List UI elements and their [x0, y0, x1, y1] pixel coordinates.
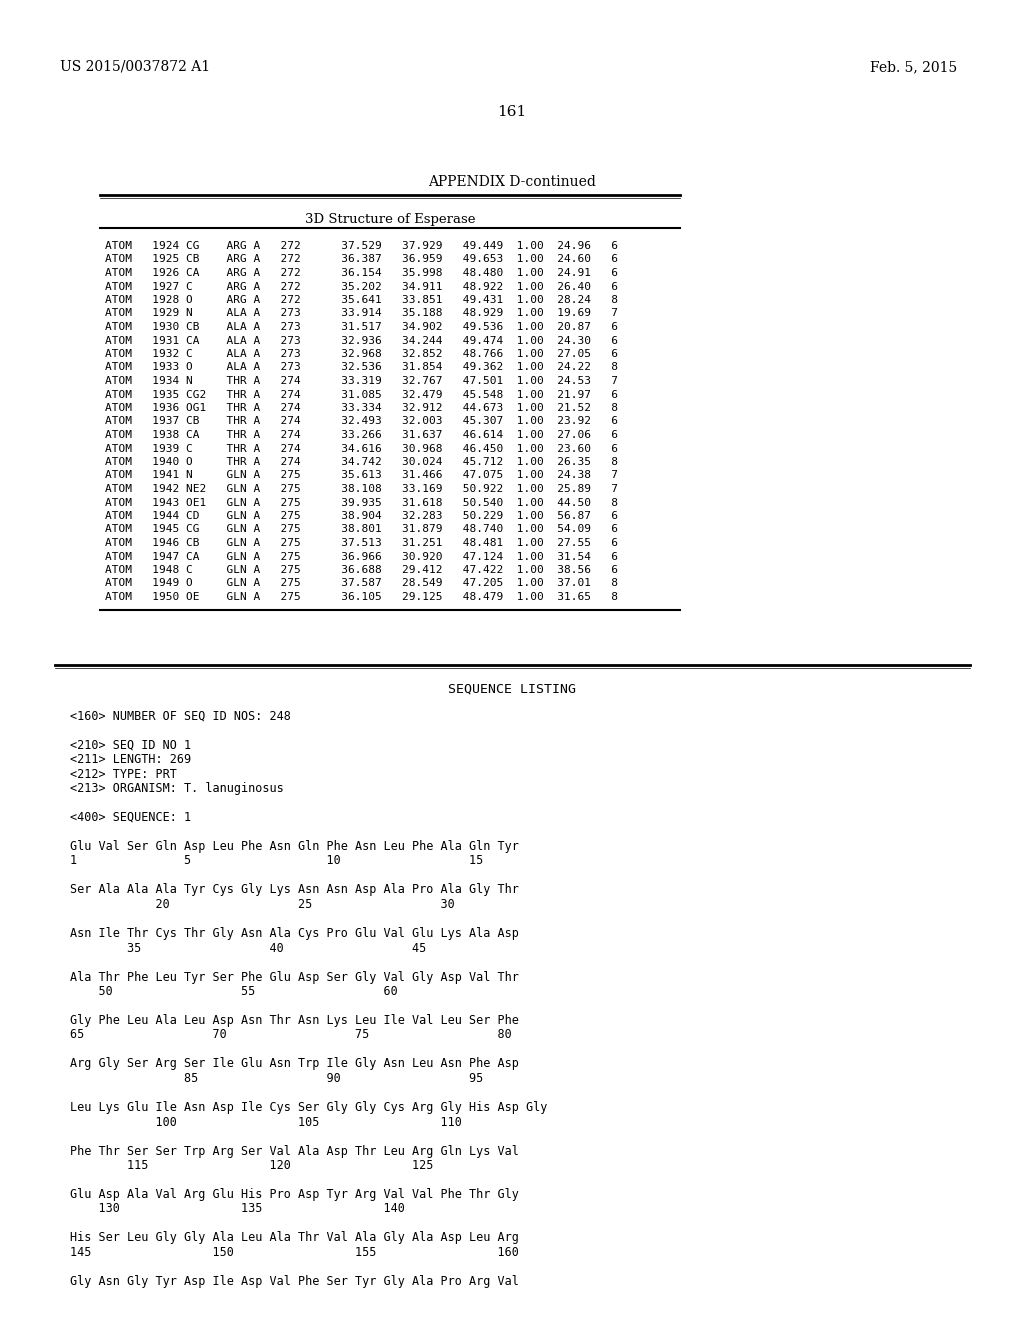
Text: ATOM   1943 OE1   GLN A   275      39.935   31.618   50.540  1.00  44.50   8: ATOM 1943 OE1 GLN A 275 39.935 31.618 50… — [105, 498, 618, 507]
Text: 35                  40                  45: 35 40 45 — [70, 941, 426, 954]
Text: ATOM   1942 NE2   GLN A   275      38.108   33.169   50.922  1.00  25.89   7: ATOM 1942 NE2 GLN A 275 38.108 33.169 50… — [105, 484, 618, 494]
Text: 65                  70                  75                  80: 65 70 75 80 — [70, 1028, 512, 1041]
Text: ATOM   1945 CG    GLN A   275      38.801   31.879   48.740  1.00  54.09   6: ATOM 1945 CG GLN A 275 38.801 31.879 48.… — [105, 524, 618, 535]
Text: Gly Phe Leu Ala Leu Asp Asn Thr Asn Lys Leu Ile Val Leu Ser Phe: Gly Phe Leu Ala Leu Asp Asn Thr Asn Lys … — [70, 1014, 519, 1027]
Text: ATOM   1946 CB    GLN A   275      37.513   31.251   48.481  1.00  27.55   6: ATOM 1946 CB GLN A 275 37.513 31.251 48.… — [105, 539, 618, 548]
Text: ATOM   1933 O     ALA A   273      32.536   31.854   49.362  1.00  24.22   8: ATOM 1933 O ALA A 273 32.536 31.854 49.3… — [105, 363, 618, 372]
Text: ATOM   1936 OG1   THR A   274      33.334   32.912   44.673  1.00  21.52   8: ATOM 1936 OG1 THR A 274 33.334 32.912 44… — [105, 403, 618, 413]
Text: Arg Gly Ser Arg Ser Ile Glu Asn Trp Ile Gly Asn Leu Asn Phe Asp: Arg Gly Ser Arg Ser Ile Glu Asn Trp Ile … — [70, 1057, 519, 1071]
Text: 130                 135                 140: 130 135 140 — [70, 1203, 404, 1216]
Text: Feb. 5, 2015: Feb. 5, 2015 — [870, 59, 957, 74]
Text: ATOM   1940 O     THR A   274      34.742   30.024   45.712  1.00  26.35   8: ATOM 1940 O THR A 274 34.742 30.024 45.7… — [105, 457, 618, 467]
Text: 115                 120                 125: 115 120 125 — [70, 1159, 433, 1172]
Text: ATOM   1935 CG2   THR A   274      31.085   32.479   45.548  1.00  21.97   6: ATOM 1935 CG2 THR A 274 31.085 32.479 45… — [105, 389, 618, 400]
Text: 85                  90                  95: 85 90 95 — [70, 1072, 483, 1085]
Text: ATOM   1939 C     THR A   274      34.616   30.968   46.450  1.00  23.60   6: ATOM 1939 C THR A 274 34.616 30.968 46.4… — [105, 444, 618, 454]
Text: 161: 161 — [498, 106, 526, 119]
Text: Phe Thr Ser Ser Trp Arg Ser Val Ala Asp Thr Leu Arg Gln Lys Val: Phe Thr Ser Ser Trp Arg Ser Val Ala Asp … — [70, 1144, 519, 1158]
Text: Ser Ala Ala Ala Tyr Cys Gly Lys Asn Asn Asp Ala Pro Ala Gly Thr: Ser Ala Ala Ala Tyr Cys Gly Lys Asn Asn … — [70, 883, 519, 896]
Text: <211> LENGTH: 269: <211> LENGTH: 269 — [70, 752, 191, 766]
Text: SEQUENCE LISTING: SEQUENCE LISTING — [449, 682, 575, 696]
Text: ATOM   1944 CD    GLN A   275      38.904   32.283   50.229  1.00  56.87   6: ATOM 1944 CD GLN A 275 38.904 32.283 50.… — [105, 511, 618, 521]
Text: <213> ORGANISM: T. lanuginosus: <213> ORGANISM: T. lanuginosus — [70, 781, 284, 795]
Text: 20                  25                  30: 20 25 30 — [70, 898, 455, 911]
Text: 1               5                   10                  15: 1 5 10 15 — [70, 854, 483, 867]
Text: ATOM   1947 CA    GLN A   275      36.966   30.920   47.124  1.00  31.54   6: ATOM 1947 CA GLN A 275 36.966 30.920 47.… — [105, 552, 618, 561]
Text: ATOM   1930 CB    ALA A   273      31.517   34.902   49.536  1.00  20.87   6: ATOM 1930 CB ALA A 273 31.517 34.902 49.… — [105, 322, 618, 333]
Text: Asn Ile Thr Cys Thr Gly Asn Ala Cys Pro Glu Val Glu Lys Ala Asp: Asn Ile Thr Cys Thr Gly Asn Ala Cys Pro … — [70, 927, 519, 940]
Text: Glu Val Ser Gln Asp Leu Phe Asn Gln Phe Asn Leu Phe Ala Gln Tyr: Glu Val Ser Gln Asp Leu Phe Asn Gln Phe … — [70, 840, 519, 853]
Text: ATOM   1949 O     GLN A   275      37.587   28.549   47.205  1.00  37.01   8: ATOM 1949 O GLN A 275 37.587 28.549 47.2… — [105, 578, 618, 589]
Text: ATOM   1950 OE    GLN A   275      36.105   29.125   48.479  1.00  31.65   8: ATOM 1950 OE GLN A 275 36.105 29.125 48.… — [105, 591, 618, 602]
Text: 3D Structure of Esperase: 3D Structure of Esperase — [305, 213, 475, 226]
Text: Glu Asp Ala Val Arg Glu His Pro Asp Tyr Arg Val Val Phe Thr Gly: Glu Asp Ala Val Arg Glu His Pro Asp Tyr … — [70, 1188, 519, 1201]
Text: 145                 150                 155                 160: 145 150 155 160 — [70, 1246, 519, 1259]
Text: ATOM   1926 CA    ARG A   272      36.154   35.998   48.480  1.00  24.91   6: ATOM 1926 CA ARG A 272 36.154 35.998 48.… — [105, 268, 618, 279]
Text: ATOM   1927 C     ARG A   272      35.202   34.911   48.922  1.00  26.40   6: ATOM 1927 C ARG A 272 35.202 34.911 48.9… — [105, 281, 618, 292]
Text: Ala Thr Phe Leu Tyr Ser Phe Glu Asp Ser Gly Val Gly Asp Val Thr: Ala Thr Phe Leu Tyr Ser Phe Glu Asp Ser … — [70, 970, 519, 983]
Text: ATOM   1925 CB    ARG A   272      36.387   36.959   49.653  1.00  24.60   6: ATOM 1925 CB ARG A 272 36.387 36.959 49.… — [105, 255, 618, 264]
Text: <210> SEQ ID NO 1: <210> SEQ ID NO 1 — [70, 738, 191, 751]
Text: ATOM   1931 CA    ALA A   273      32.936   34.244   49.474  1.00  24.30   6: ATOM 1931 CA ALA A 273 32.936 34.244 49.… — [105, 335, 618, 346]
Text: ATOM   1938 CA    THR A   274      33.266   31.637   46.614  1.00  27.06   6: ATOM 1938 CA THR A 274 33.266 31.637 46.… — [105, 430, 618, 440]
Text: ATOM   1941 N     GLN A   275      35.613   31.466   47.075  1.00  24.38   7: ATOM 1941 N GLN A 275 35.613 31.466 47.0… — [105, 470, 618, 480]
Text: APPENDIX D-continued: APPENDIX D-continued — [428, 176, 596, 189]
Text: His Ser Leu Gly Gly Ala Leu Ala Thr Val Ala Gly Ala Asp Leu Arg: His Ser Leu Gly Gly Ala Leu Ala Thr Val … — [70, 1232, 519, 1245]
Text: ATOM   1948 C     GLN A   275      36.688   29.412   47.422  1.00  38.56   6: ATOM 1948 C GLN A 275 36.688 29.412 47.4… — [105, 565, 618, 576]
Text: ATOM   1929 N     ALA A   273      33.914   35.188   48.929  1.00  19.69   7: ATOM 1929 N ALA A 273 33.914 35.188 48.9… — [105, 309, 618, 318]
Text: <212> TYPE: PRT: <212> TYPE: PRT — [70, 767, 177, 780]
Text: ATOM   1934 N     THR A   274      33.319   32.767   47.501  1.00  24.53   7: ATOM 1934 N THR A 274 33.319 32.767 47.5… — [105, 376, 618, 385]
Text: ATOM   1932 C     ALA A   273      32.968   32.852   48.766  1.00  27.05   6: ATOM 1932 C ALA A 273 32.968 32.852 48.7… — [105, 348, 618, 359]
Text: 50                  55                  60: 50 55 60 — [70, 985, 397, 998]
Text: ATOM   1928 O     ARG A   272      35.641   33.851   49.431  1.00  28.24   8: ATOM 1928 O ARG A 272 35.641 33.851 49.4… — [105, 294, 618, 305]
Text: Leu Lys Glu Ile Asn Asp Ile Cys Ser Gly Gly Cys Arg Gly His Asp Gly: Leu Lys Glu Ile Asn Asp Ile Cys Ser Gly … — [70, 1101, 548, 1114]
Text: Gly Asn Gly Tyr Asp Ile Asp Val Phe Ser Tyr Gly Ala Pro Arg Val: Gly Asn Gly Tyr Asp Ile Asp Val Phe Ser … — [70, 1275, 519, 1288]
Text: ATOM   1924 CG    ARG A   272      37.529   37.929   49.449  1.00  24.96   6: ATOM 1924 CG ARG A 272 37.529 37.929 49.… — [105, 242, 618, 251]
Text: <400> SEQUENCE: 1: <400> SEQUENCE: 1 — [70, 810, 191, 824]
Text: ATOM   1937 CB    THR A   274      32.493   32.003   45.307  1.00  23.92   6: ATOM 1937 CB THR A 274 32.493 32.003 45.… — [105, 417, 618, 426]
Text: <160> NUMBER OF SEQ ID NOS: 248: <160> NUMBER OF SEQ ID NOS: 248 — [70, 710, 291, 722]
Text: 100                 105                 110: 100 105 110 — [70, 1115, 462, 1129]
Text: US 2015/0037872 A1: US 2015/0037872 A1 — [60, 59, 210, 74]
